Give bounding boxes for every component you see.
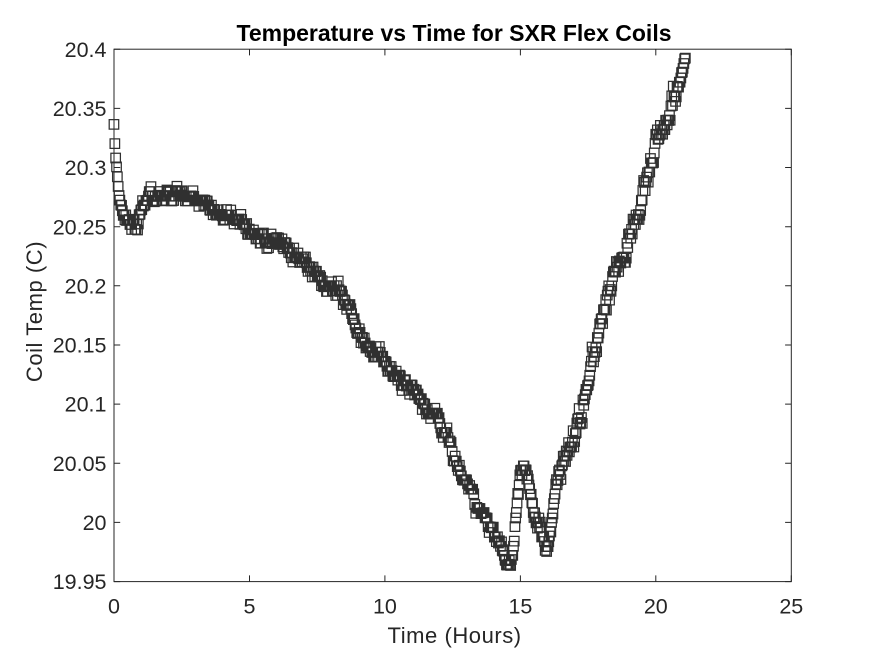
svg-text:Time (Hours): Time (Hours) xyxy=(388,623,522,648)
svg-text:Temperature vs Time for SXR Fl: Temperature vs Time for SXR Flex Coils xyxy=(236,20,671,46)
svg-text:10: 10 xyxy=(373,594,397,618)
svg-text:20.25: 20.25 xyxy=(53,215,107,239)
svg-text:20.05: 20.05 xyxy=(53,452,107,476)
svg-text:Coil Temp (C): Coil Temp (C) xyxy=(22,241,47,382)
svg-text:20.2: 20.2 xyxy=(65,274,107,298)
svg-text:19.95: 19.95 xyxy=(53,570,107,594)
svg-text:20: 20 xyxy=(83,511,107,535)
svg-text:20.15: 20.15 xyxy=(53,334,107,358)
svg-text:5: 5 xyxy=(244,594,256,618)
svg-text:20.1: 20.1 xyxy=(65,393,107,417)
svg-text:20.4: 20.4 xyxy=(65,38,107,62)
svg-text:0: 0 xyxy=(108,594,120,618)
svg-text:20.3: 20.3 xyxy=(65,156,107,180)
svg-text:20: 20 xyxy=(644,594,668,618)
svg-text:20.35: 20.35 xyxy=(53,97,107,121)
svg-text:15: 15 xyxy=(508,594,532,618)
svg-text:25: 25 xyxy=(779,594,803,618)
